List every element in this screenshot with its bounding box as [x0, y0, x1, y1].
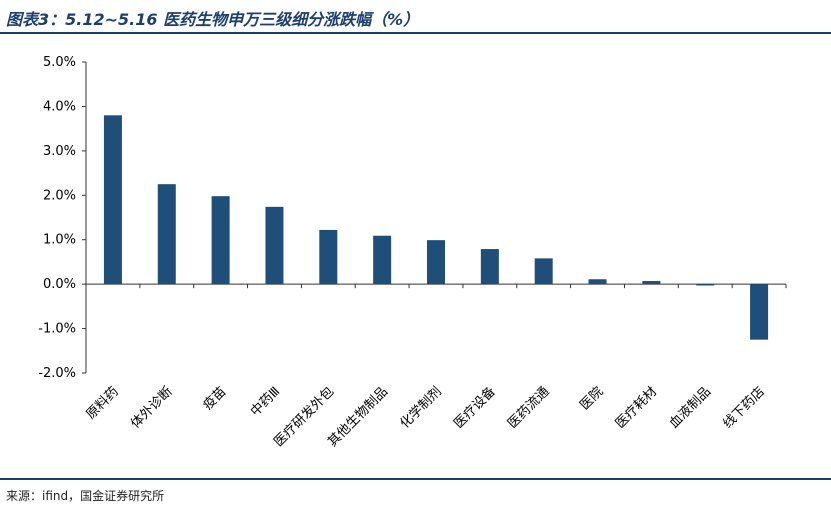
category-label: 线下药店: [721, 384, 768, 431]
category-label: 体外诊断: [128, 384, 175, 431]
y-tick-label: 3.0%: [43, 144, 76, 159]
y-tick-label: 1.0%: [43, 233, 76, 248]
category-label: 血液制品: [667, 384, 714, 431]
y-tick-label: -1.0%: [38, 322, 76, 337]
category-label: 原料药: [84, 384, 122, 422]
source-note: 来源：ifind，国金证券研究所: [6, 489, 165, 503]
bar: [642, 281, 661, 285]
y-tick-label: 0.0%: [43, 277, 76, 292]
bar-chart: 5.0% 4.0% 3.0% 2.0% 1.0% 0.0% -1.0% -2.0% 原料药 体外诊…: [38, 55, 787, 450]
category-label: 医院: [577, 384, 606, 413]
category-label: 医疗设备: [451, 384, 499, 432]
bar: [480, 249, 499, 285]
y-tick-label: 2.0%: [43, 188, 76, 203]
bar: [157, 184, 176, 285]
y-tick-label: -2.0%: [38, 366, 76, 381]
bar: [319, 229, 338, 285]
category-label: 疫苗: [200, 384, 230, 414]
y-tick-label: 4.0%: [43, 99, 76, 114]
bar: [534, 258, 553, 285]
bar: [265, 206, 284, 285]
category-label: 化学制剂: [397, 384, 445, 432]
bar: [588, 279, 607, 285]
y-tick-label: 5.0%: [43, 55, 76, 70]
bar: [427, 240, 445, 285]
category-label: 医疗耗材: [613, 384, 660, 431]
bar: [211, 196, 230, 285]
bar: [103, 115, 122, 285]
source-rule: [0, 478, 831, 480]
bar: [750, 284, 769, 340]
category-label: 医药流通: [505, 384, 552, 431]
bar: [696, 284, 715, 286]
title-rule: [0, 32, 831, 34]
chart-title: 图表3：5.12~5.16 医药生物申万三级细分涨跌幅（%）: [6, 10, 420, 29]
bar: [373, 235, 392, 285]
category-label: 中药Ⅲ: [248, 384, 283, 419]
